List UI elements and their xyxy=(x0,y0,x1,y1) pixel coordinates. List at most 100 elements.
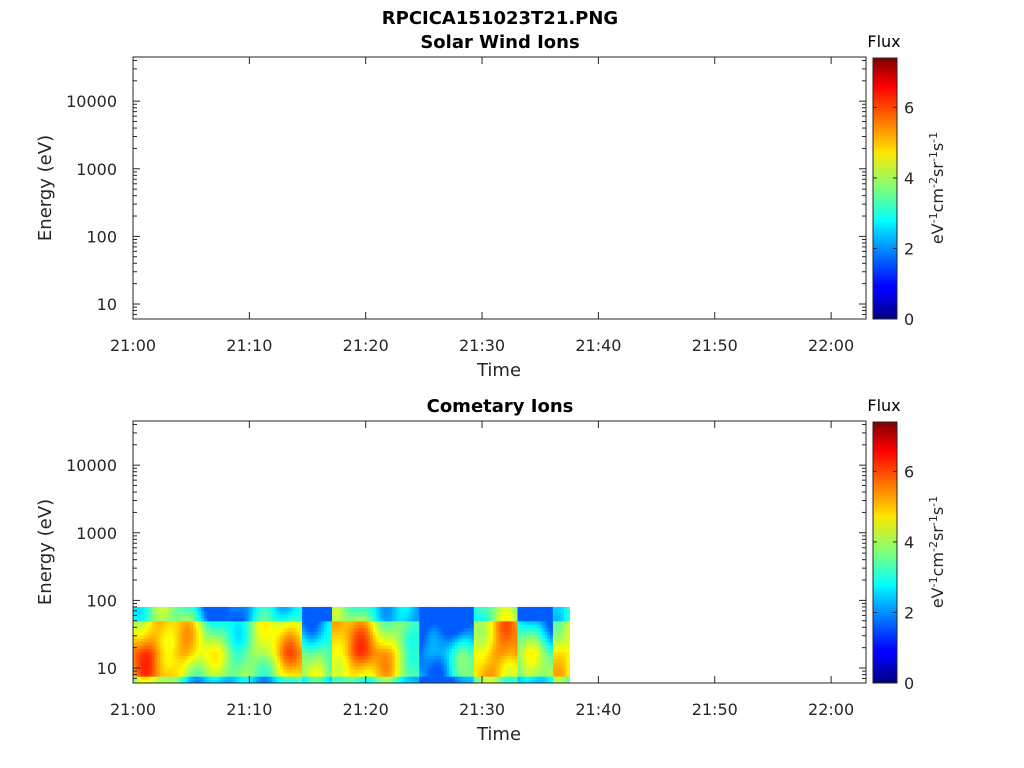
spectrogram-cell xyxy=(146,631,150,636)
spectrogram-cell xyxy=(359,634,363,639)
spectrogram-cell xyxy=(233,655,238,660)
panel-title: Cometary Ions xyxy=(427,396,574,417)
spectrogram-cell xyxy=(465,613,470,618)
spectrogram-cell xyxy=(220,638,224,643)
spectrogram-cell xyxy=(522,641,527,646)
spectrogram-cell xyxy=(133,651,137,656)
spectrogram-cell xyxy=(236,641,240,646)
spectrogram-cell xyxy=(356,669,360,674)
spectrogram-cell xyxy=(522,617,527,622)
spectrogram-cell xyxy=(143,617,148,622)
spectrogram-cell xyxy=(558,655,562,660)
spectrogram-cell xyxy=(536,641,540,646)
spectrogram-cell xyxy=(337,634,341,639)
spectrogram-cell xyxy=(378,669,382,674)
spectrogram-cell xyxy=(187,634,191,639)
spectrogram-cell xyxy=(171,606,175,611)
spectrogram-cell xyxy=(277,620,281,625)
spectrogram-cell xyxy=(304,651,309,656)
spectrogram-cell xyxy=(255,631,260,636)
spectrogram-cell xyxy=(228,638,232,643)
spectrogram-cell xyxy=(293,617,298,622)
spectrogram-cell xyxy=(152,617,156,622)
spectrogram-cell xyxy=(206,610,210,615)
spectrogram-cell xyxy=(555,634,560,639)
spectrogram-cell xyxy=(285,658,290,663)
spectrogram-cell xyxy=(348,620,352,625)
spectrogram-cell xyxy=(419,655,423,660)
spectrogram-cell xyxy=(342,672,347,677)
colorbar-gradient xyxy=(872,421,898,684)
spectrogram-cell xyxy=(501,669,505,674)
spectrogram-cell xyxy=(468,655,472,660)
spectrogram-cell xyxy=(152,676,156,681)
spectrogram-cell xyxy=(471,631,475,636)
spectrogram-cell xyxy=(542,672,546,677)
spectrogram-cell xyxy=(473,631,478,636)
spectrogram-cell xyxy=(242,679,246,683)
spectrogram-cell xyxy=(337,610,341,615)
spectrogram-cell xyxy=(157,634,161,639)
spectrogram-cell xyxy=(457,617,461,622)
spectrogram-cell xyxy=(408,648,412,653)
spectrogram-cell xyxy=(490,617,494,622)
spectrogram-cell xyxy=(402,613,407,618)
spectrogram-cell xyxy=(375,606,380,611)
spectrogram-cell xyxy=(342,627,347,632)
spectrogram-cell xyxy=(435,631,440,636)
spectrogram-cell xyxy=(552,613,557,618)
spectrogram-cell xyxy=(389,641,393,646)
spectrogram-cell xyxy=(430,610,434,615)
spectrogram-cell xyxy=(258,662,262,667)
spectrogram-cell xyxy=(195,610,200,615)
spectrogram-cell xyxy=(533,669,538,674)
spectrogram-cell xyxy=(561,651,565,656)
spectrogram-cell xyxy=(522,638,527,643)
spectrogram-cell xyxy=(239,641,243,646)
spectrogram-cell xyxy=(329,638,333,643)
spectrogram-cell xyxy=(438,648,442,653)
spectrogram-cell xyxy=(152,638,156,643)
spectrogram-cell xyxy=(452,644,456,650)
spectrogram-cell xyxy=(416,651,420,656)
spectrogram-cell xyxy=(372,655,377,660)
spectrogram-cell xyxy=(225,613,230,618)
spectrogram-cell xyxy=(514,679,519,683)
spectrogram-cell xyxy=(171,638,175,643)
spectrogram-cell xyxy=(198,641,202,646)
spectrogram-cell xyxy=(351,610,355,615)
spectrogram-cell xyxy=(555,627,560,632)
spectrogram-cell xyxy=(173,613,178,618)
spectrogram-cell xyxy=(424,648,429,653)
spectrogram-cell xyxy=(383,651,388,656)
spectrogram-cell xyxy=(321,613,325,618)
spectrogram-cell xyxy=(495,665,500,670)
spectrogram-cell xyxy=(187,644,191,650)
spectrogram-cell xyxy=(432,631,437,636)
spectrogram-cell xyxy=(214,631,219,636)
spectrogram-cell xyxy=(503,644,508,650)
spectrogram-cell xyxy=(563,627,568,632)
spectrogram-cell xyxy=(555,613,560,618)
spectrogram-cell xyxy=(285,627,290,632)
spectrogram-cell xyxy=(370,641,374,646)
spectrogram-cell xyxy=(446,679,450,683)
spectrogram-cell xyxy=(364,620,369,625)
spectrogram-cell xyxy=(152,658,156,663)
spectrogram-cell xyxy=(362,648,366,653)
spectrogram-cell xyxy=(206,679,210,683)
spectrogram-cell xyxy=(201,669,205,674)
spectrogram-cell xyxy=(312,620,317,625)
spectrogram-cell xyxy=(422,651,426,656)
spectrogram-cell xyxy=(165,676,170,681)
spectrogram-cell xyxy=(225,620,230,625)
spectrogram-cell xyxy=(457,606,461,611)
spectrogram-cell xyxy=(457,613,461,618)
spectrogram-cell xyxy=(528,610,532,615)
spectrogram-cell xyxy=(555,651,560,656)
spectrogram-cell xyxy=(302,672,306,677)
spectrogram-cell xyxy=(533,651,538,656)
spectrogram-cell xyxy=(400,672,404,677)
spectrogram-cell xyxy=(408,644,412,650)
spectrogram-cell xyxy=(332,658,336,663)
